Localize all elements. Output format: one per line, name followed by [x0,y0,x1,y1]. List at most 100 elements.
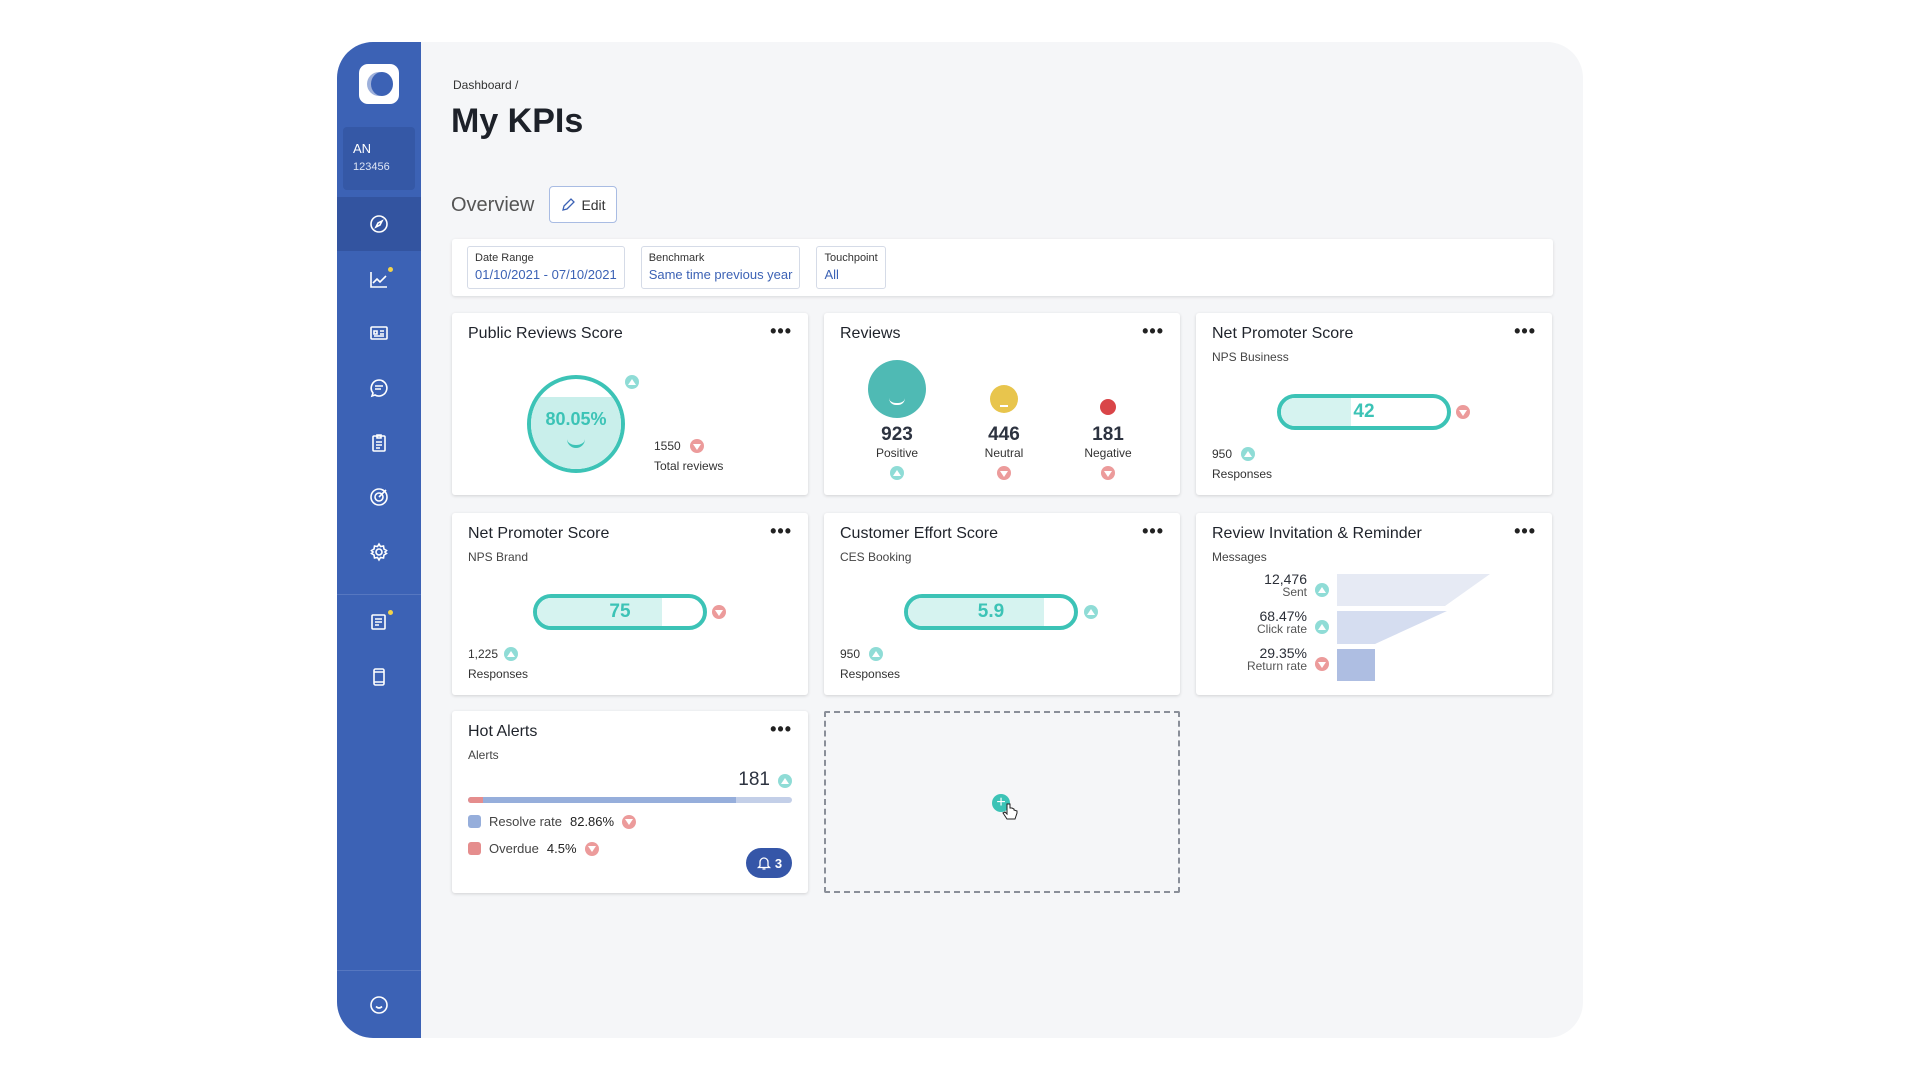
sent-stat: 12,476 Sent [1264,571,1307,599]
smile-icon [567,439,585,448]
card-title: Hot Alerts [468,723,538,740]
responses-label: Responses [840,667,901,681]
sidebar-item-messages[interactable] [337,361,421,415]
sidebar-item-surveys[interactable] [337,416,421,470]
sidebar-item-feedback[interactable] [337,978,421,1032]
user-initials: AN [353,141,372,156]
score-gauge: 80.05% [527,375,625,473]
overdue-bar [468,797,483,803]
trend-down-icon [622,814,637,829]
trend-down-icon [1315,657,1329,671]
sidebar-divider [337,594,421,595]
filter-benchmark[interactable]: Benchmark Same time previous year [640,246,801,289]
trend-up-icon [890,466,904,480]
trend-up-icon [1315,583,1329,597]
edit-button[interactable]: Edit [549,186,617,223]
funnel-sent [1337,574,1490,606]
sidebar-item-explore[interactable] [337,197,421,251]
card-subtitle: NPS Brand [468,550,529,564]
section-title: Overview [451,194,535,216]
sidebar-item-mobile[interactable] [337,650,421,704]
more-options-button[interactable]: ••• [770,321,792,341]
card-subtitle: Alerts [468,748,499,762]
ces-value: 5.9 [977,601,1005,622]
filter-date-range[interactable]: Date Range 01/10/2021 - 07/10/2021 [467,246,625,289]
more-options-button[interactable]: ••• [770,521,792,541]
trend-up-icon [625,375,639,389]
user-profile[interactable]: AN 123456 [343,127,415,190]
responses-value: 950 [1212,447,1233,461]
more-options-button[interactable]: ••• [1514,521,1536,541]
card-title: Customer Effort Score [840,525,998,542]
more-options-button[interactable]: ••• [770,719,792,739]
filter-value: 01/10/2021 - 07/10/2021 [475,267,617,282]
filter-value: All [824,267,839,282]
breadcrumb[interactable]: Dashboard / [453,78,519,92]
filter-bar: Date Range 01/10/2021 - 07/10/2021 Benchm… [452,239,1553,296]
id-card-icon [370,326,388,340]
card-title: Net Promoter Score [1212,325,1354,342]
clipboard-icon [372,434,386,452]
card-nps-brand: Net Promoter Score NPS Brand ••• 75 1,22… [452,513,808,695]
chat-icon [370,379,388,398]
card-hot-alerts: Hot Alerts Alerts ••• 181 Resolve rate 82… [452,711,808,893]
sidebar-item-contacts[interactable] [337,306,421,360]
alerts-total: 181 [738,769,770,790]
negative-stat: 181 Negative [1084,424,1132,460]
alerts-progress-bar [468,797,792,803]
trend-up-icon [504,647,518,661]
logo-icon[interactable] [359,64,399,104]
filter-label: Date Range [475,252,534,264]
trend-up-icon [1315,620,1329,634]
total-reviews-value: 1550 [654,439,681,453]
trend-down-icon [584,841,599,856]
funnel-click [1337,611,1447,644]
responses-label: Responses [1212,467,1273,481]
card-review-invitation: Review Invitation & Reminder Messages ••… [1196,513,1552,695]
document-list-icon [371,614,386,630]
resolve-bar [468,797,737,803]
card-title: Net Promoter Score [468,525,610,542]
notification-dot [388,267,393,272]
trend-up-icon [778,774,792,788]
filter-touchpoint[interactable]: Touchpoint All [816,246,886,289]
trend-down-icon [712,605,726,619]
compass-icon [370,215,388,233]
sidebar-item-settings[interactable] [337,525,421,579]
notifications-button[interactable]: 3 [746,848,792,878]
nps-value: 75 [609,601,631,622]
more-options-button[interactable]: ••• [1142,521,1164,541]
more-options-button[interactable]: ••• [1514,321,1536,341]
positive-stat: 923 Positive [875,424,919,460]
card-public-reviews-score: Public Reviews Score ••• 80.05% 1550 Tot… [452,313,808,495]
click-rate-stat: 68.47% Click rate [1256,608,1307,636]
more-options-button[interactable]: ••• [1142,321,1164,341]
filter-label: Benchmark [648,252,705,264]
card-customer-effort-score: Customer Effort Score CES Booking ••• 5.… [824,513,1180,695]
edit-label: Edit [581,196,606,213]
filter-value: Same time previous year [648,267,793,282]
nps-gauge: 42 [1277,394,1451,430]
ces-gauge: 5.9 [904,594,1078,630]
bell-icon [756,857,771,870]
target-icon [370,488,388,506]
add-icon[interactable]: + [992,794,1010,812]
app-window: AN 123456 Dashboard / My KPIs Overview E… [337,42,1583,1038]
trend-down-icon [997,466,1011,480]
pencil-icon [562,197,576,211]
neutral-face-icon [990,385,1018,413]
card-title: Public Reviews Score [468,325,623,342]
add-widget-area[interactable]: + [824,711,1180,893]
legend-swatch [468,842,481,855]
trend-down-icon [1101,466,1115,480]
sidebar-item-analytics[interactable] [337,252,421,306]
nps-value: 42 [1353,401,1375,422]
card-reviews: Reviews ••• 923 Positive 446 Neutral 181 Ne… [824,313,1180,495]
funnel-chart [1337,574,1490,681]
sidebar-item-goals[interactable] [337,470,421,524]
funnel-return [1337,649,1375,681]
mobile-icon [373,668,385,686]
sidebar-item-reports[interactable] [337,595,421,649]
page-title: My KPIs [451,102,584,140]
legend-swatch [468,815,481,828]
